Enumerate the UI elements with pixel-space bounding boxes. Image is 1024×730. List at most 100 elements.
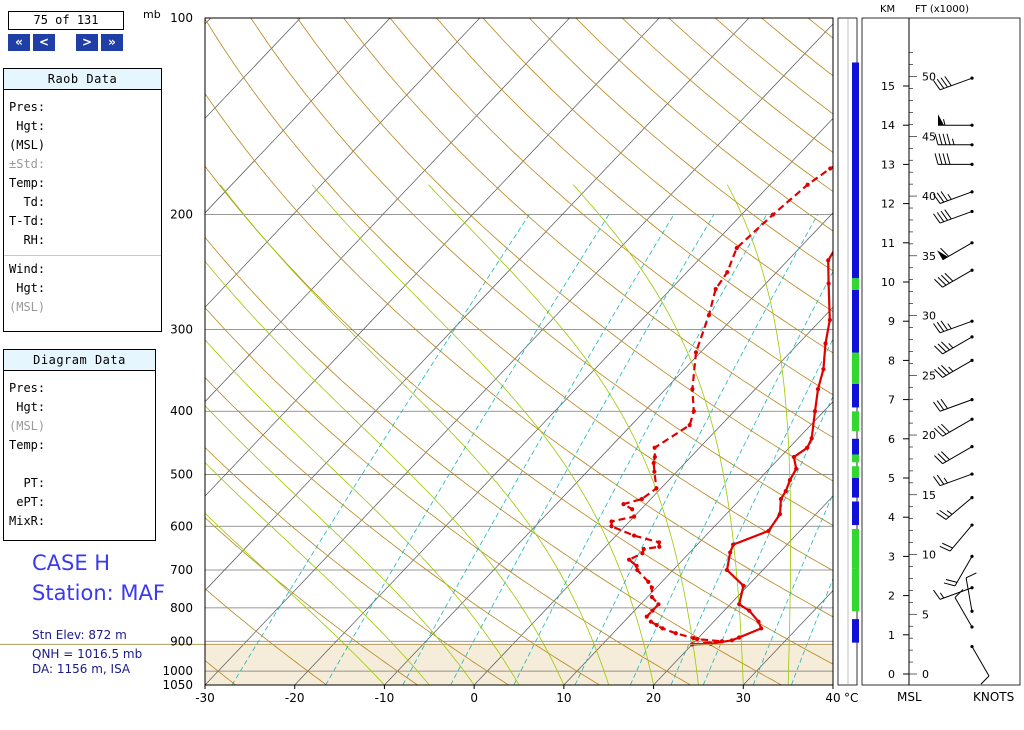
wind-barb xyxy=(933,472,974,487)
dry-layer-bar xyxy=(852,528,859,569)
dewpoint-point xyxy=(695,636,700,642)
isotherm-line xyxy=(205,18,660,497)
wind-barb-flag xyxy=(943,582,956,587)
wind-barb xyxy=(937,241,974,261)
dewpoint-point xyxy=(660,626,665,631)
dry-adiabat xyxy=(0,18,145,685)
wind-barb-flag xyxy=(940,247,949,257)
temperature-point xyxy=(833,246,837,250)
wind-barb xyxy=(933,398,974,412)
raob-wind-row: Hgt: xyxy=(9,281,46,295)
ft-tick-label: 10 xyxy=(922,549,936,562)
ft-tick-label: 35 xyxy=(922,250,936,263)
temperature-point xyxy=(737,635,742,640)
dry-adiabat xyxy=(296,18,833,482)
wind-barb-staff xyxy=(942,269,973,288)
wind-barb-flag xyxy=(934,278,943,288)
wind-barb-staff xyxy=(942,418,973,437)
wind-barb-flag xyxy=(941,341,950,351)
wind-barb xyxy=(933,76,974,91)
dry-layer-bar xyxy=(852,454,859,463)
wind-barb-flag xyxy=(936,212,945,222)
isotherm-line xyxy=(205,23,833,685)
temperature-tick-label: 20 xyxy=(646,691,661,705)
last-sounding-button[interactable]: » xyxy=(101,34,123,51)
wind-barb-station xyxy=(970,358,974,362)
raob-row: Hgt: xyxy=(9,119,46,133)
diagram-data-panel: Diagram Data Pres: Hgt: (MSL) Temp: PT: … xyxy=(3,349,156,541)
wind-barb-staff xyxy=(939,399,973,412)
wind-barb-flag xyxy=(938,133,943,145)
km-tick-label: 8 xyxy=(888,354,895,367)
first-sounding-button[interactable]: « xyxy=(8,34,30,51)
isotherm-line xyxy=(0,18,31,685)
wind-barb xyxy=(934,417,974,437)
wind-barb-flag xyxy=(940,210,948,221)
temperature-tick-label: 30 xyxy=(736,691,751,705)
ft-tick-label: 25 xyxy=(922,369,936,382)
wind-barb xyxy=(933,586,974,600)
isotherm-line xyxy=(205,18,301,119)
wind-barb xyxy=(934,445,974,465)
dewpoint-point xyxy=(609,519,614,524)
wind-barb xyxy=(934,133,974,147)
isotherm-line xyxy=(0,18,121,685)
cloud-layer-bar xyxy=(852,501,859,526)
km-header-label: KM xyxy=(880,4,895,15)
dry-adiabat xyxy=(205,376,600,685)
mixing-ratio-line xyxy=(231,214,530,685)
mixing-ratio-line xyxy=(791,577,833,685)
wind-barb-station xyxy=(970,472,974,476)
dry-adiabat xyxy=(205,588,327,685)
wind-barb-station xyxy=(970,241,974,245)
temperature-point xyxy=(821,367,826,372)
wind-barb-staff xyxy=(954,597,973,628)
wind-barb-flag xyxy=(944,209,952,220)
diagram-row: Temp: xyxy=(9,438,46,452)
wind-barb-half-flag xyxy=(948,343,954,349)
km-tick-label: 0 xyxy=(888,668,895,681)
km-tick-label: 10 xyxy=(881,276,895,289)
dewpoint-point xyxy=(621,502,626,507)
dewpoint-point xyxy=(650,608,655,613)
dewpoint-point xyxy=(652,445,657,450)
dewpoint-point xyxy=(693,350,699,355)
wind-barb-flag xyxy=(945,578,958,583)
mixing-ratio-line xyxy=(450,214,715,685)
wind-barb-staff xyxy=(942,446,973,465)
wind-barb-flag xyxy=(937,425,947,435)
raob-row: Temp: xyxy=(9,176,46,190)
wind-barb xyxy=(965,572,977,613)
dry-adiabat xyxy=(205,660,236,685)
wind-barb-half-flag xyxy=(939,592,945,599)
dry-adiabat xyxy=(205,92,833,618)
temperature-tick-label: 10 xyxy=(556,691,571,705)
isotherm-line xyxy=(653,495,833,685)
diagram-row: Hgt: xyxy=(9,400,46,414)
dewpoint-point xyxy=(706,312,712,318)
isotherm-line xyxy=(205,18,750,592)
wind-barb-staff xyxy=(954,556,973,587)
dry-adiabat xyxy=(250,18,833,526)
dewpoint-point xyxy=(805,182,810,187)
wind-barb-station xyxy=(970,609,974,613)
wind-barb-flag xyxy=(936,78,945,89)
wind-barb-staff xyxy=(942,359,973,378)
temperature-point xyxy=(827,317,832,323)
wind-barb-station xyxy=(970,445,974,449)
ft-tick-label: 30 xyxy=(922,310,936,323)
previous-sounding-button[interactable]: < xyxy=(33,34,55,51)
wind-barb-half-flag xyxy=(943,119,946,126)
next-sounding-button[interactable]: > xyxy=(76,34,98,51)
diagram-panel-title: Diagram Data xyxy=(4,350,155,371)
wind-barb-staff xyxy=(971,646,990,677)
km-tick-label: 6 xyxy=(888,433,895,446)
dewpoint-point xyxy=(644,614,649,619)
wind-barb-flag xyxy=(944,272,954,282)
wind-barb-staff xyxy=(939,587,973,600)
temperature-point xyxy=(826,281,831,286)
wind-barb xyxy=(936,496,974,520)
dry-adiabat xyxy=(205,236,782,685)
moist-adiabat xyxy=(205,512,385,685)
